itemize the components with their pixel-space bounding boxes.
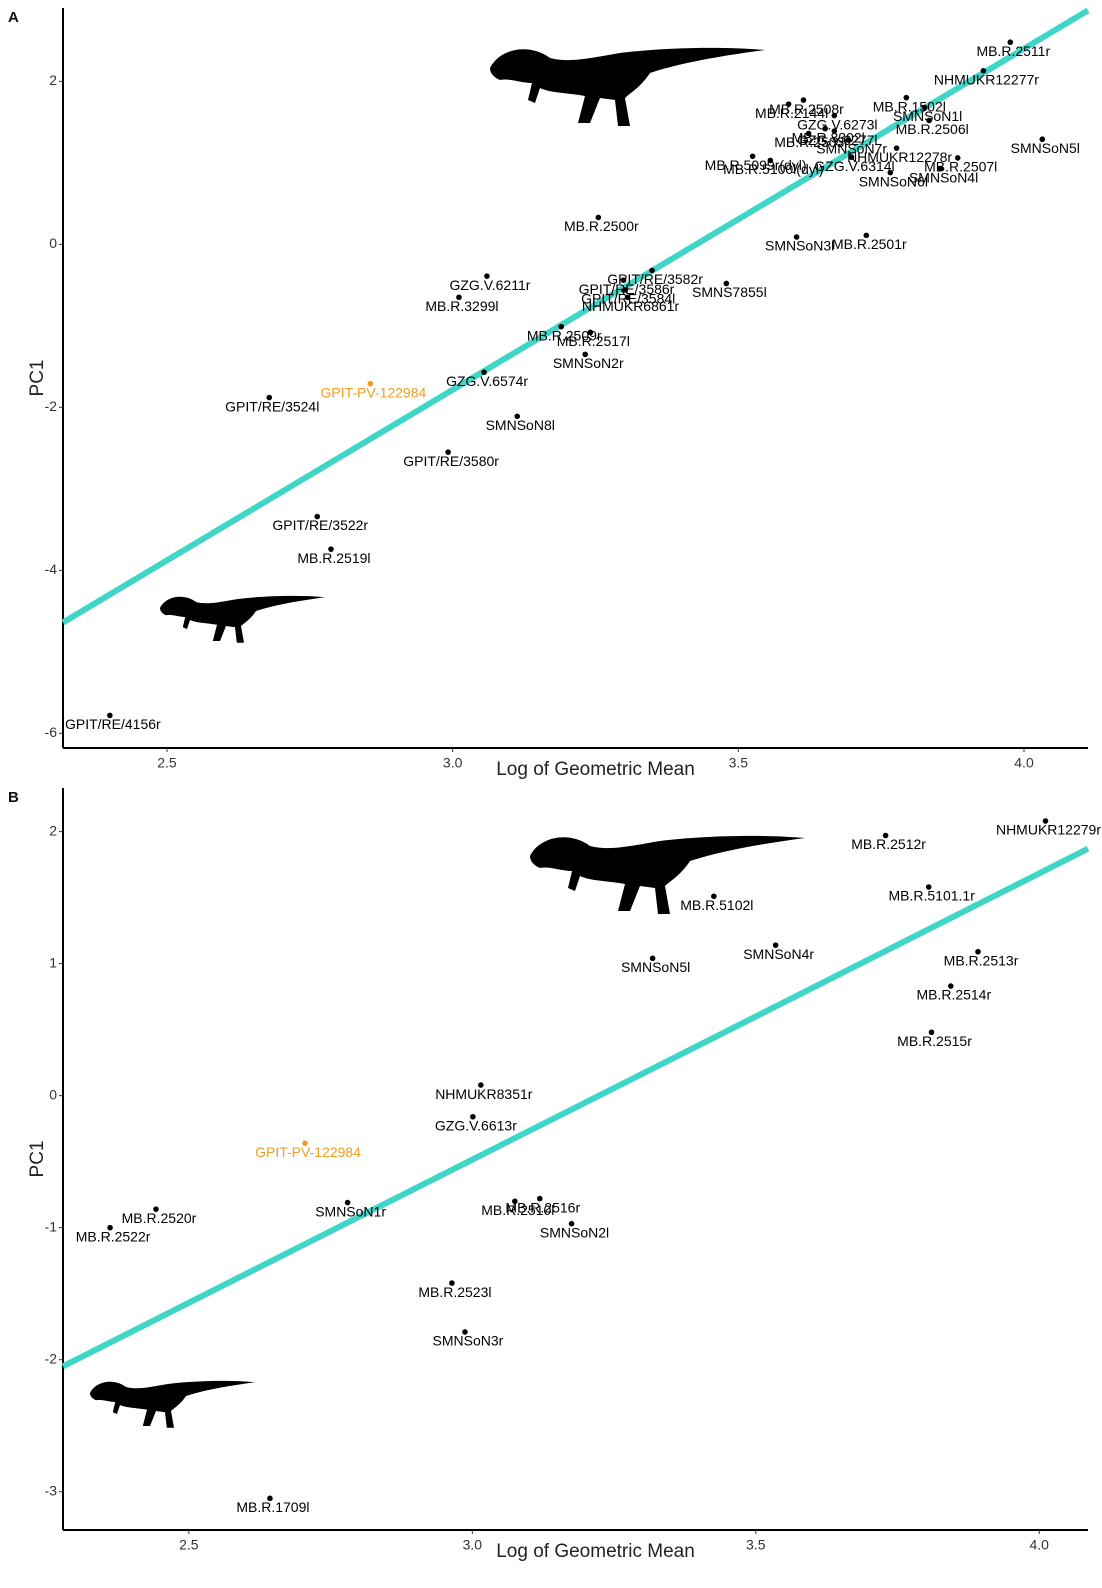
y-tick-label: -2 bbox=[45, 1350, 58, 1366]
point-label: MB.R.2513r bbox=[944, 952, 1019, 968]
point-label: GZG.V.6613r bbox=[435, 1117, 517, 1133]
point-label: SMNSoN6l bbox=[859, 173, 928, 189]
y-tick-label: -3 bbox=[45, 1482, 58, 1498]
point-label: SMNSoN4r bbox=[743, 946, 814, 962]
point-label: MB.R.2500r bbox=[564, 218, 639, 234]
point-label: SMNSoN3r bbox=[433, 1333, 504, 1349]
y-tick-label: -6 bbox=[45, 724, 58, 740]
point-label: MB.R.5101.1r bbox=[889, 888, 976, 904]
point-label: GPIT/RE/4156r bbox=[65, 716, 161, 732]
y-tick-label: 0 bbox=[49, 1086, 57, 1102]
point-label: MB.R.2519l bbox=[297, 550, 370, 566]
point-label: SMNSoN7r bbox=[816, 141, 887, 157]
silhouette-large bbox=[490, 48, 765, 126]
point-label: SMNSoN2r bbox=[553, 355, 624, 371]
y-tick-label: 1 bbox=[49, 954, 57, 970]
point-label: MB.R.2514r bbox=[916, 987, 991, 1003]
point-label: SMNSoN1r bbox=[315, 1203, 386, 1219]
y-tick-label: -1 bbox=[45, 1218, 58, 1234]
point-label: GPIT/RE/3584l bbox=[581, 291, 675, 307]
point-label: GPIT/RE/3580r bbox=[403, 453, 499, 469]
point-label: SMNS7855l bbox=[692, 284, 767, 300]
trend-line bbox=[63, 849, 1088, 1367]
y-axis-title: PC1 bbox=[27, 360, 48, 397]
silhouette-small bbox=[160, 596, 325, 643]
point-label: NHMUKR12277r bbox=[934, 71, 1039, 87]
point-label: MB.R.2523l bbox=[418, 1284, 491, 1300]
point-label: MB.R.5100l(dyl) bbox=[723, 161, 823, 177]
point-label: NHMUKR12279r bbox=[996, 822, 1101, 838]
point-label: GPIT/RE/3524l bbox=[225, 398, 319, 414]
silhouette-small bbox=[90, 1381, 255, 1428]
point-label: GPIT-PV-122984 bbox=[255, 1144, 361, 1160]
x-tick-label: 3.5 bbox=[729, 755, 749, 771]
panel-letter: A bbox=[8, 9, 19, 26]
silhouette-large bbox=[530, 836, 805, 914]
x-tick-label: 2.5 bbox=[157, 755, 177, 771]
point-label: SMNSoN5l bbox=[621, 959, 690, 975]
point-label: MB.R.2511r bbox=[976, 43, 1050, 59]
point-label: MB.R.2517l bbox=[557, 333, 630, 349]
x-tick-label: 4.0 bbox=[1030, 1537, 1050, 1553]
point-label: NHMUKR8351r bbox=[435, 1086, 533, 1102]
x-tick-label: 3.0 bbox=[463, 1537, 483, 1553]
y-tick-label: 2 bbox=[49, 822, 57, 838]
point-label: MB.R.2520r bbox=[122, 1210, 197, 1226]
y-tick-label: 0 bbox=[49, 235, 57, 251]
y-axis-title: PC1 bbox=[27, 1141, 48, 1178]
point-label: SMNSoN8l bbox=[486, 417, 555, 433]
x-axis-title: Log of Geometric Mean bbox=[496, 1541, 695, 1562]
point-label: MB.R.2506l bbox=[896, 121, 969, 137]
point-label: GPIT/RE/3522r bbox=[272, 517, 368, 533]
panel-letter: B bbox=[8, 789, 19, 806]
point-label: GZG.V.6314l bbox=[814, 158, 894, 174]
point-label: SMNSoN3l bbox=[765, 238, 834, 254]
x-axis-title: Log of Geometric Mean bbox=[496, 759, 695, 780]
y-tick-label: -2 bbox=[45, 398, 58, 414]
point-label: GZG.V.6211r bbox=[449, 277, 530, 293]
x-tick-label: 3.0 bbox=[443, 755, 463, 771]
x-tick-label: 2.5 bbox=[179, 1537, 199, 1553]
point-label: MB.R.2522r bbox=[76, 1228, 151, 1244]
x-tick-label: 3.5 bbox=[746, 1537, 766, 1553]
point-label: MB.R.2510l bbox=[481, 1202, 554, 1218]
point-label: MB.R.5102l bbox=[680, 897, 753, 913]
point-label: MB.R.2512r bbox=[851, 836, 926, 852]
point-label: SMNSoN5l bbox=[1011, 140, 1080, 156]
x-tick-label: 4.0 bbox=[1014, 755, 1034, 771]
point-label: MB.R.3299l bbox=[425, 298, 498, 314]
figure: A 2.5 3.0 3.5 4.0 -6 -4 -2 0 2 Log of Geometric Me… bbox=[0, 0, 1102, 1588]
point-label: GZG.V.6574r bbox=[446, 373, 528, 389]
point-label: MB.R.1709l bbox=[236, 1499, 309, 1515]
point-label: MB.R.2515r bbox=[897, 1033, 972, 1049]
point-label: SMNSoN2l bbox=[540, 1224, 609, 1240]
point-label: MB.R.2501r bbox=[832, 236, 907, 252]
y-tick-label: -4 bbox=[45, 561, 58, 577]
point-label: GPIT-PV-122984 bbox=[320, 384, 426, 400]
y-tick-label: 2 bbox=[49, 72, 57, 88]
